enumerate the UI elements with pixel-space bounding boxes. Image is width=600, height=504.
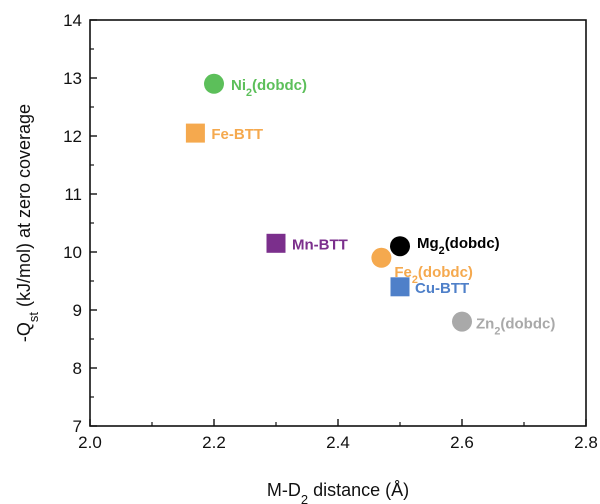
y-tick-label: 8: [73, 359, 82, 378]
data-label: Mg2(dobdc): [417, 235, 500, 257]
data-label: Fe2(dobdc): [394, 264, 473, 286]
data-label: Mn-BTT: [292, 236, 348, 253]
data-point: [452, 311, 472, 332]
x-tick-label: 2.8: [574, 433, 598, 452]
plot-frame: [89, 19, 587, 427]
data-points: [185, 73, 472, 332]
y-tick-label: 14: [63, 11, 82, 30]
y-tick-label: 9: [73, 301, 82, 320]
x-tick-label: 2.4: [326, 433, 350, 452]
y-tick-label: 7: [73, 417, 82, 436]
x-axis-ticks: 2.0 2.2 2.4 2.6 2.8: [78, 419, 598, 452]
data-point: [371, 247, 392, 268]
x-tick-label: 2.0: [78, 433, 102, 452]
y-tick-label: 12: [63, 127, 82, 146]
data-point: [266, 233, 286, 253]
y-tick-label: 10: [63, 243, 82, 262]
data-label: Fe-BTT: [211, 126, 263, 143]
plot-axes: [89, 19, 587, 427]
x-axis-title: M-D2 distance (Å): [267, 480, 409, 504]
y-tick-label: 11: [64, 185, 82, 204]
y-axis-ticks: 7 8 9 10 11 12 13 14: [63, 11, 97, 436]
y-axis-title: -Qst (kJ/mol) at zero coverage: [14, 104, 41, 342]
data-point: [390, 236, 410, 257]
axis-titles: M-D2 distance (Å) -Qst (kJ/mol) at zero c…: [14, 104, 409, 504]
x-tick-label: 2.2: [202, 433, 226, 452]
data-label: Ni2(dobdc): [231, 77, 307, 99]
data-label: Cu-BTT: [415, 280, 469, 297]
y-tick-label: 13: [63, 69, 82, 88]
point-labels: Ni2(dobdc) Fe-BTT Mn-BTT Mg2(dobdc) Fe2(dobd…: [211, 77, 555, 338]
data-point: [390, 277, 410, 297]
data-point: [185, 123, 205, 143]
x-tick-label: 2.6: [450, 433, 474, 452]
data-point: [204, 73, 224, 94]
data-label: Zn2(dobdc): [476, 316, 555, 338]
